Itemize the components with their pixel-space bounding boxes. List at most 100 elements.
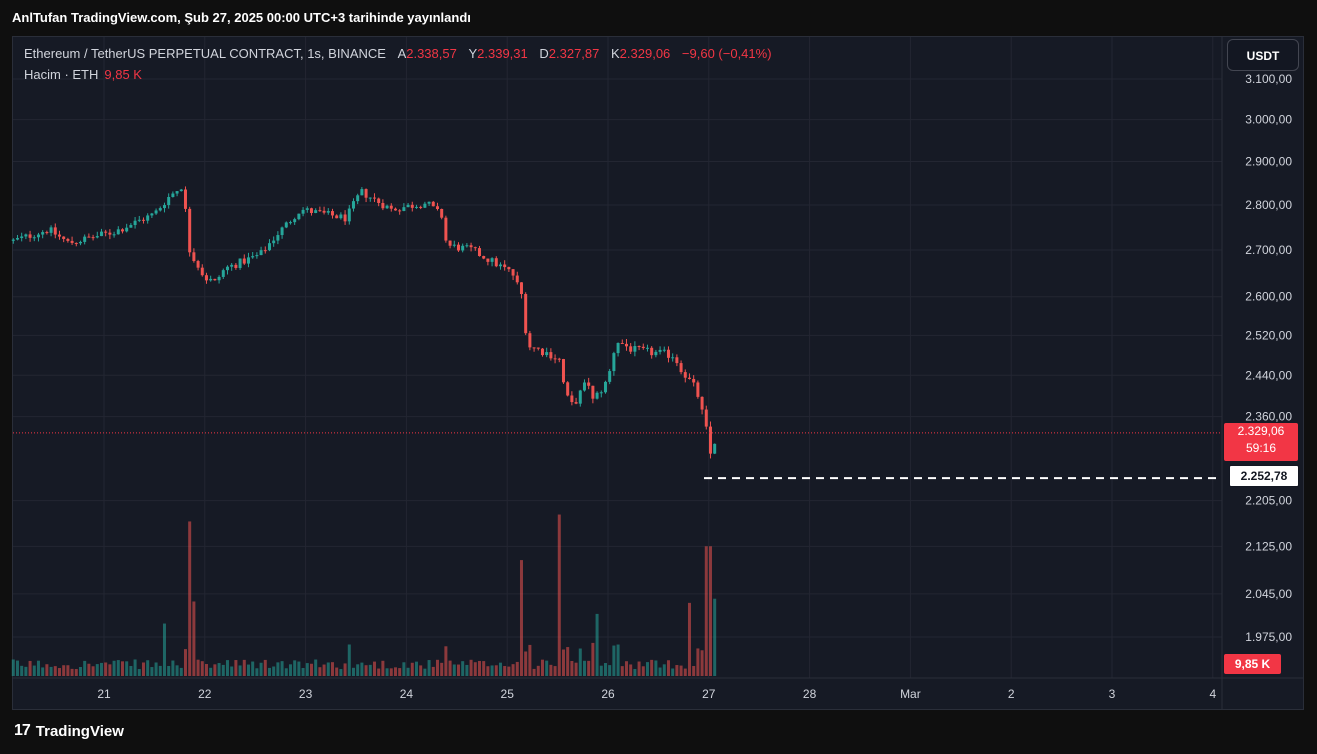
candle-body [704,409,708,427]
candle-body [360,189,364,196]
candle-body [322,210,326,213]
candle-body [570,395,574,403]
volume-bar [36,660,40,676]
candle-body [217,276,221,281]
time-axis-label: Mar [900,687,921,701]
time-axis-label: 2 [1008,687,1015,701]
candle-body [671,357,675,359]
volume-bar [637,661,641,676]
candle-body [137,219,141,221]
volume-bar [179,667,183,676]
volume-bar [666,660,670,676]
candle-body [70,240,74,243]
candle-body [658,349,662,352]
volume-bar [624,661,628,676]
candle-body [213,278,217,281]
volume-bar [112,660,116,676]
volume-bar [11,659,15,676]
open-label: A [397,46,407,61]
candle-body [524,294,528,334]
volume-bar [608,665,612,676]
volume-bar [364,665,368,676]
candle-body [566,382,570,396]
candle-body [259,250,263,256]
candle-body [637,346,641,348]
bar-countdown: 59:16 [1245,441,1277,455]
volume-bar [603,663,607,676]
candle-body [692,378,696,383]
time-axis-label: 28 [803,687,817,701]
volume-bar [255,668,259,676]
candle-body [297,213,301,220]
footer-brand[interactable]: 17 TradingView [14,722,124,740]
currency-button[interactable]: USDT [1227,39,1299,71]
candle-body [557,358,561,360]
volume-bar [221,664,225,676]
volume-bar [465,664,469,676]
volume-bar [469,659,473,676]
volume-bar [28,660,32,676]
volume-bar [658,667,662,676]
time-axis-label: 27 [702,687,716,701]
volume-bar [629,664,633,676]
price-axis-label: 2.045,00 [1245,587,1292,601]
volume-bar [566,647,570,676]
volume-bar [356,664,360,676]
candle-body [284,222,288,228]
horizontal-line-tag[interactable]: 2.252,78 [1229,465,1299,487]
volume-bar [314,659,318,676]
candle-body [708,426,712,454]
volume-bar [32,665,36,676]
candle-body [486,258,490,262]
last-price-tag: 2.329,06 59:16 [1224,423,1298,461]
volume-bar [456,664,460,676]
price-axis-label: 3.000,00 [1245,113,1292,127]
time-axis-label: 25 [501,687,515,701]
volume-bar [326,662,330,676]
volume-bar [410,662,414,676]
candle-body [146,215,150,221]
candle-body [171,193,175,198]
brand-name: TradingView [35,722,124,740]
volume-bar [209,667,213,676]
candle-body [494,258,498,267]
candle-body [255,255,259,257]
volume-label[interactable]: Hacim · ETH [24,67,99,82]
candle-body [162,205,166,209]
candle-body [633,346,637,352]
volume-bar [398,668,402,676]
volume-bar [230,666,234,676]
volume-bar [461,661,465,676]
last-price-value: 2.329,06 [1237,424,1285,438]
candle-body [28,234,32,238]
volume-bar [700,650,704,676]
volume-bar [305,663,309,676]
time-axis-label: 21 [97,687,111,701]
volume-bar [687,602,691,676]
time-axis-label: 26 [601,687,615,701]
candle-body [301,209,305,214]
candle-body [435,206,439,209]
candle-body [330,211,334,216]
candle-body [381,202,385,209]
candle-body [20,236,24,239]
candle-body [104,231,108,233]
volume-bar [419,665,423,676]
volume-bar [171,660,175,676]
candle-body [314,210,318,213]
candle-body [612,353,616,372]
candle-body [112,234,116,236]
candle-body [629,346,633,352]
volume-bar [120,661,124,676]
candle-body [414,206,418,208]
open-value: 2.338,57 [406,46,457,61]
volume-bar [536,665,540,676]
candle-body [561,359,565,383]
symbol-name[interactable]: Ethereum / TetherUS PERPETUAL CONTRACT, … [24,46,386,61]
chart-panel[interactable] [12,36,1304,710]
candle-body [263,250,267,252]
candle-body [11,239,15,241]
volume-bar [78,666,82,676]
volume-bar [129,665,133,676]
